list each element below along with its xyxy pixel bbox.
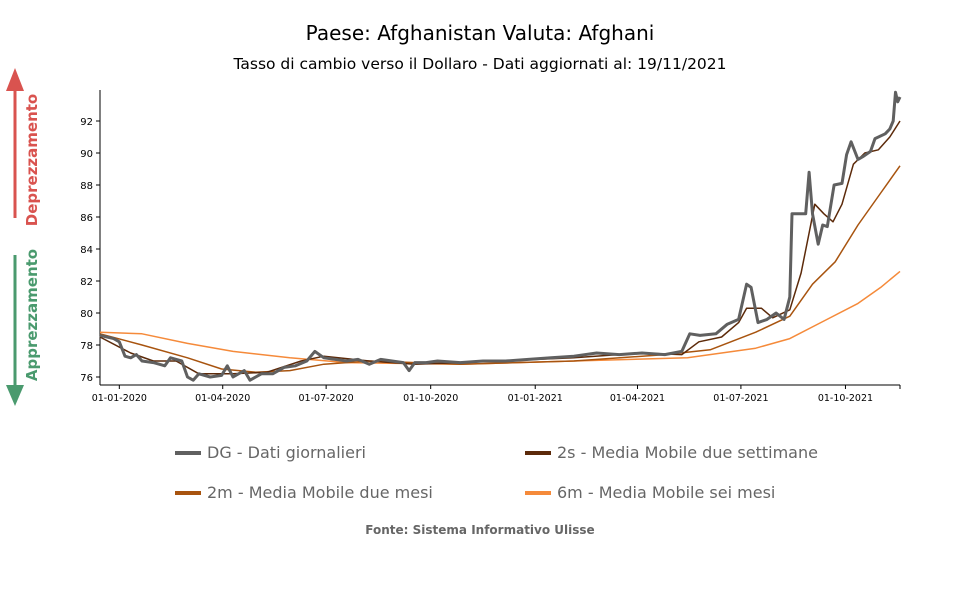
chart-title: Paese: Afghanistan Valuta: Afghani: [305, 21, 655, 45]
x-tick-label: 01-04-2020: [195, 393, 250, 404]
series-line-2s: [99, 120, 901, 375]
x-tick-label: 01-10-2021: [818, 393, 873, 404]
depreciation-label: Deprezzamento: [23, 94, 41, 226]
legend-swatch: [175, 450, 201, 455]
y-tick-label: 80: [80, 309, 93, 320]
legend-swatch: [525, 450, 551, 455]
x-tick-label: 01-04-2021: [610, 393, 665, 404]
x-tick-label: 01-01-2021: [508, 393, 563, 404]
source-note: Fonte: Sistema Informativo Ulisse: [365, 523, 595, 537]
chart-subtitle: Tasso di cambio verso il Dollaro - Dati …: [233, 55, 727, 73]
appreciation-label: Apprezzamento: [23, 249, 41, 381]
y-tick-label: 88: [80, 181, 93, 192]
y-tick-label: 86: [80, 213, 93, 224]
legend-item-2m: 2m - Media Mobile due mesi: [175, 483, 433, 502]
y-tick-label: 76: [80, 373, 93, 384]
legend-swatch: [175, 490, 201, 495]
series-line-dg: [99, 90, 902, 382]
x-tick-label: 01-10-2020: [403, 393, 458, 404]
legend-label: 2s - Media Mobile due settimane: [557, 443, 818, 462]
legend-swatch: [525, 490, 551, 495]
legend-item-dg: DG - Dati giornalieri: [175, 443, 366, 462]
legend-label: 6m - Media Mobile sei mesi: [557, 483, 776, 502]
y-tick-label: 92: [80, 117, 93, 128]
y-tick-label: 78: [80, 341, 93, 352]
legend-item-2s: 2s - Media Mobile due settimane: [525, 443, 818, 462]
arrow-up-icon: [6, 68, 24, 91]
y-tick-label: 90: [80, 149, 93, 160]
legend-item-6m: 6m - Media Mobile sei mesi: [525, 483, 775, 502]
y-tick-label: 82: [80, 277, 93, 288]
legend-label: 2m - Media Mobile due mesi: [207, 483, 433, 502]
x-tick-label: 01-07-2020: [299, 393, 354, 404]
arrow-down-icon: [6, 385, 24, 406]
y-tick-label: 84: [80, 245, 93, 256]
x-tick-label: 01-07-2021: [713, 393, 768, 404]
legend-label: DG - Dati giornalieri: [207, 443, 366, 462]
series-line-2m: [99, 165, 901, 373]
x-tick-label: 01-01-2020: [92, 393, 147, 404]
